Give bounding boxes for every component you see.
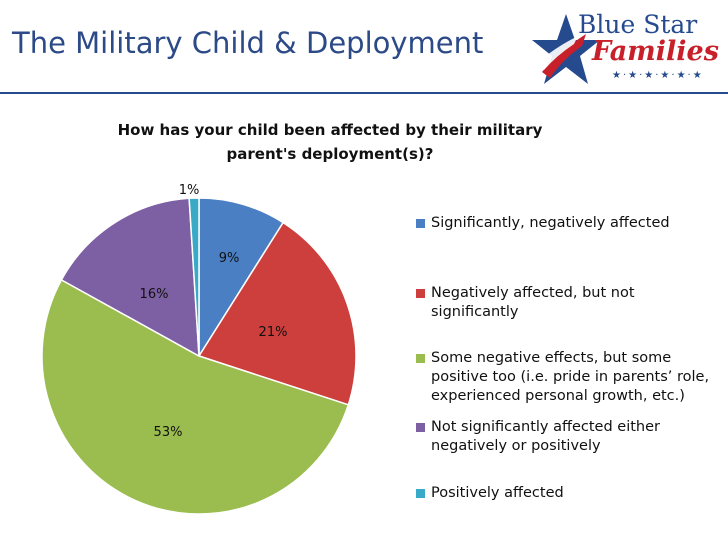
data-label: 53% — [154, 425, 183, 440]
legend-swatch — [416, 354, 425, 363]
pie-slice — [41, 278, 350, 515]
legend-swatch — [416, 489, 425, 498]
chart-title: How has your child been affected by thei… — [117, 121, 543, 163]
legend-swatch — [416, 289, 425, 298]
pie-slice — [60, 197, 200, 358]
data-label: 21% — [259, 325, 288, 340]
legend-label: Not significantly affected either negati… — [431, 419, 660, 454]
star-logo-icon — [532, 14, 600, 84]
logo-stars: ★·★·★·★·★·★ — [612, 70, 704, 81]
pie-slice — [197, 221, 357, 406]
data-label: 1% — [179, 183, 200, 198]
legend-label: Negatively affected, but not significant… — [431, 285, 635, 320]
legend-swatch — [416, 219, 425, 228]
legend-label: Significantly, negatively affected — [431, 215, 670, 231]
data-label: 9% — [219, 251, 240, 266]
legend-label: Positively affected — [431, 485, 564, 501]
logo-line2: Families — [592, 36, 719, 67]
logo-line1: Blue Star — [578, 10, 698, 39]
header-divider — [0, 92, 728, 94]
pie-slice — [188, 197, 200, 357]
pie-slice — [198, 197, 285, 359]
page-title: The Military Child & Deployment — [12, 26, 484, 60]
data-label: 16% — [140, 287, 169, 302]
legend-label: Some negative effects, but some positive… — [431, 350, 710, 404]
legend-swatch — [416, 423, 425, 432]
blue-star-families-logo: Blue Star Families ★·★·★·★·★·★ — [528, 8, 724, 88]
